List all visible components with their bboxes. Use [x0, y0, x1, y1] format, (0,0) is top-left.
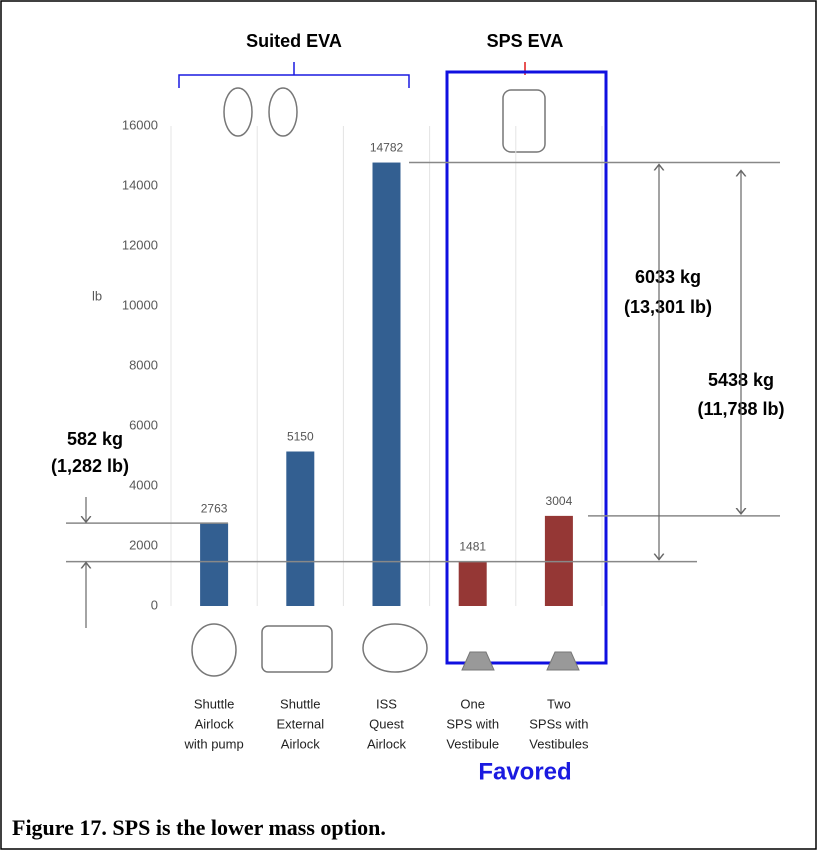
y-tick-label: 16000: [122, 117, 158, 132]
astronaut-icons: [191, 87, 580, 677]
y-tick-label: 14000: [122, 177, 158, 192]
y-tick-label: 10000: [122, 297, 158, 312]
x-tick-label: External: [276, 716, 324, 731]
y-tick-label: 4000: [129, 477, 158, 492]
value-label: 1481: [459, 540, 486, 554]
x-tick-label: Shuttle: [280, 696, 320, 711]
bar: [200, 523, 229, 606]
annotation: 582 kg: [67, 429, 123, 449]
x-tick-label: with pump: [183, 736, 243, 751]
x-tick-label: Shuttle: [194, 696, 234, 711]
value-label: 5150: [287, 430, 314, 444]
y-tick-label: 12000: [122, 237, 158, 252]
x-tick-label: One: [460, 696, 485, 711]
bar: [458, 561, 487, 606]
y-tick-label: 2000: [129, 537, 158, 552]
x-tick-label: Airlock: [281, 736, 321, 751]
y-tick-label: 6000: [129, 417, 158, 432]
x-tick-label: Vestibules: [529, 736, 589, 751]
group-label: Suited EVA: [246, 31, 342, 51]
x-tick-label: Two: [547, 696, 571, 711]
caption: Figure 17. SPS is the lower mass option.: [12, 815, 386, 840]
value-label: 3004: [546, 494, 573, 508]
y-tick-label: 0: [151, 597, 158, 612]
favored-box: [445, 70, 608, 665]
favored-label: Favored: [478, 758, 571, 785]
y-axis-label: lb: [92, 288, 102, 303]
group-label: SPS EVA: [487, 31, 564, 51]
value-label: 14782: [370, 141, 404, 155]
bar: [372, 162, 401, 607]
suited-brace: [178, 62, 410, 88]
x-tick-label: Quest: [369, 716, 404, 731]
annotation: 6033 kg: [635, 267, 701, 287]
annotation: (13,301 lb): [624, 297, 712, 317]
x-tick-label: Airlock: [195, 716, 235, 731]
x-tick-label: Airlock: [367, 736, 407, 751]
x-tick-label: SPSs with: [529, 716, 588, 731]
x-tick-label: SPS with: [446, 716, 499, 731]
x-tick-label: ISS: [376, 696, 397, 711]
y-tick-label: 8000: [129, 357, 158, 372]
x-tick-label: Vestibule: [446, 736, 499, 751]
bar: [286, 451, 315, 606]
annotation: (1,282 lb): [51, 456, 129, 476]
value-label: 2763: [201, 501, 228, 515]
